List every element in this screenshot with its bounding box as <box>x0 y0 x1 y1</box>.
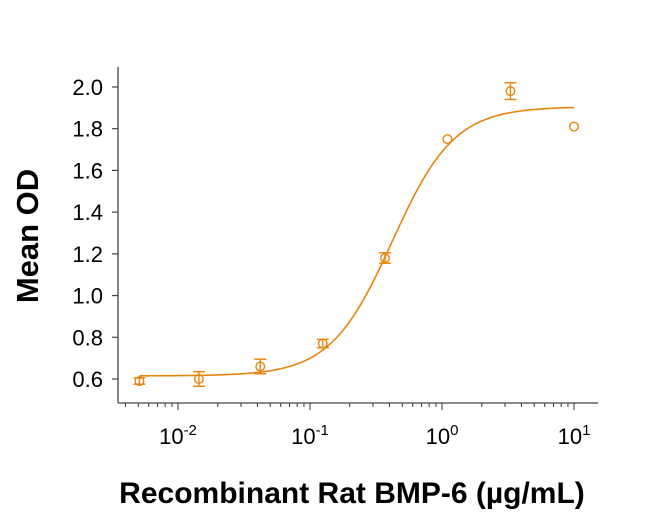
fit-curve-layer <box>139 106 575 377</box>
data-point <box>569 121 580 132</box>
data-marker <box>442 134 453 145</box>
x-tick-base: 10 <box>558 424 582 449</box>
data-marker <box>255 361 266 372</box>
data-marker <box>134 376 145 387</box>
x-tick-label: 100 <box>426 422 459 449</box>
data-point <box>254 358 267 375</box>
data-marker <box>317 338 328 349</box>
fit-curve <box>139 106 575 377</box>
y-tick-label: 1.4 <box>72 200 103 225</box>
data-point <box>379 252 392 264</box>
y-tick-label: 1.2 <box>72 242 103 267</box>
x-tick-label: 101 <box>558 422 591 449</box>
data-point <box>192 370 205 388</box>
y-axis: 0.6 0.8 1.0 1.2 1.4 1.6 1.8 2.0 <box>72 67 119 403</box>
data-marker <box>380 253 391 264</box>
data-point <box>442 134 453 145</box>
x-axis-title: Recombinant Rat BMP-6 (µg/mL) <box>119 477 585 510</box>
y-tick-label: 1.6 <box>72 158 103 183</box>
x-tick-exponent: -1 <box>316 422 329 439</box>
y-tick-label: 1.8 <box>72 117 103 142</box>
data-marker <box>193 374 204 385</box>
x-tick-exponent: 1 <box>582 422 590 439</box>
x-tick-label: 10-2 <box>159 422 197 449</box>
data-point <box>316 338 329 349</box>
x-axis: 10-2 10-1 100 101 <box>118 402 598 449</box>
data-point <box>504 82 517 101</box>
x-tick-base: 10 <box>291 424 315 449</box>
data-points-layer <box>133 82 580 388</box>
data-marker <box>569 121 580 132</box>
y-tick-label: 1.0 <box>72 284 103 309</box>
data-marker <box>505 86 516 97</box>
x-tick-base: 10 <box>426 424 450 449</box>
y-tick-label: 2.0 <box>72 75 103 100</box>
y-axis-title: Mean OD <box>10 169 45 303</box>
y-tick-label: 0.8 <box>72 325 103 350</box>
y-tick-label: 0.6 <box>72 367 103 392</box>
x-tick-exponent: -2 <box>184 422 197 439</box>
x-tick-label: 10-1 <box>291 422 329 449</box>
data-point <box>133 376 146 387</box>
x-tick-exponent: 0 <box>450 422 458 439</box>
x-tick-base: 10 <box>159 424 183 449</box>
